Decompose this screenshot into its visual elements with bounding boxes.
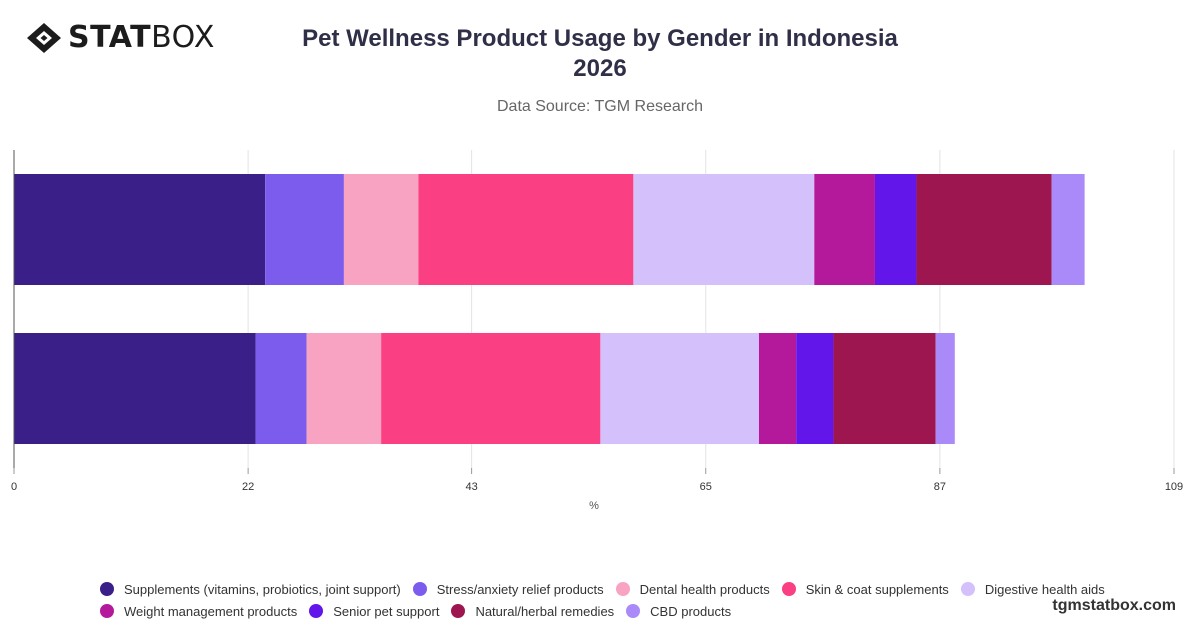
- bar-segment: [916, 174, 1052, 285]
- legend-item[interactable]: Skin & coat supplements: [781, 581, 949, 597]
- legend-item[interactable]: Dental health products: [615, 581, 770, 597]
- chart-legend: Supplements (vitamins, probiotics, joint…: [100, 578, 1120, 622]
- chart-title-line: Pet Wellness Product Usage by Gender in …: [302, 25, 898, 52]
- bar-segment: [14, 333, 256, 444]
- x-tick-label: 0: [11, 481, 17, 493]
- legend-item[interactable]: Weight management products: [100, 604, 297, 619]
- legend-label: CBD products: [650, 603, 732, 619]
- x-tick-label: 43: [465, 481, 477, 493]
- x-tick-label: 22: [242, 481, 254, 493]
- legend-item[interactable]: Stress/anxiety relief products: [412, 581, 604, 597]
- bar-segment: [381, 333, 601, 444]
- bar-segment: [418, 174, 634, 285]
- bar-segment: [343, 174, 419, 285]
- legend-label: Skin & coat supplements: [805, 581, 949, 597]
- x-tick-label: 65: [700, 481, 712, 493]
- statbox-logo[interactable]: STATBOX: [26, 22, 215, 54]
- bar-segment: [14, 174, 266, 285]
- legend-swatch: [309, 604, 324, 618]
- bar-segment: [633, 174, 815, 285]
- legend-swatch: [100, 582, 114, 596]
- chart-subtitle: Data Source: TGM Research: [496, 98, 703, 115]
- legend-label: Natural/herbal remedies: [475, 603, 615, 619]
- chart-title-year: 2026: [573, 55, 627, 82]
- bar-segment: [796, 333, 834, 444]
- legend-label: Weight management products: [124, 603, 298, 619]
- bar-segment: [935, 333, 955, 444]
- legend-label: Digestive health aids: [984, 581, 1105, 597]
- bar-segment: [255, 333, 307, 444]
- bar-segment: [758, 333, 797, 444]
- legend-swatch: [100, 604, 114, 618]
- legend-item[interactable]: Supplements (vitamins, probiotics, joint…: [100, 582, 401, 597]
- bar-segment: [265, 174, 344, 285]
- statbox-diamond-icon: [27, 23, 61, 53]
- bar-segment: [833, 333, 936, 444]
- legend-swatch: [781, 582, 796, 596]
- legend-row: Supplements (vitamins, probiotics, joint…: [100, 578, 1120, 600]
- chart-title: Pet Wellness Product Usage by Gender in …: [200, 24, 1000, 84]
- x-tick-label: 87: [934, 481, 946, 493]
- legend-item[interactable]: Senior pet support: [309, 604, 439, 619]
- x-axis-title: %: [589, 500, 599, 512]
- bar-segment: [874, 174, 917, 285]
- legend-label: Senior pet support: [333, 603, 440, 619]
- bar-segment: [1051, 174, 1085, 285]
- legend-swatch: [412, 582, 427, 596]
- bars: [14, 174, 1085, 444]
- legend-swatch: [615, 582, 630, 596]
- legend-swatch: [451, 604, 466, 618]
- x-axis: 0 22 43 65 87 109: [11, 150, 1183, 493]
- legend-row: Weight management products Senior pet sup…: [100, 600, 1120, 622]
- bar-segment: [600, 333, 759, 444]
- x-tick-label: 109: [1165, 481, 1183, 493]
- statbox-wordmark: STATBOX: [68, 20, 215, 55]
- legend-item[interactable]: Natural/herbal remedies: [451, 604, 614, 619]
- legend-swatch: [960, 582, 975, 596]
- bar-segment: [306, 333, 382, 444]
- legend-label: Stress/anxiety relief products: [436, 581, 604, 597]
- chart-header: Pet Wellness Product Usage by Gender in …: [200, 24, 1000, 116]
- footer-site-link[interactable]: tgmstatbox.com: [1052, 597, 1176, 614]
- legend-item[interactable]: CBD products: [626, 604, 731, 619]
- legend-label: Dental health products: [639, 581, 770, 597]
- legend-item[interactable]: Digestive health aids: [960, 581, 1105, 597]
- legend-label: Supplements (vitamins, probiotics, joint…: [124, 581, 401, 597]
- bar-segment: [814, 174, 875, 285]
- legend-swatch: [626, 604, 641, 618]
